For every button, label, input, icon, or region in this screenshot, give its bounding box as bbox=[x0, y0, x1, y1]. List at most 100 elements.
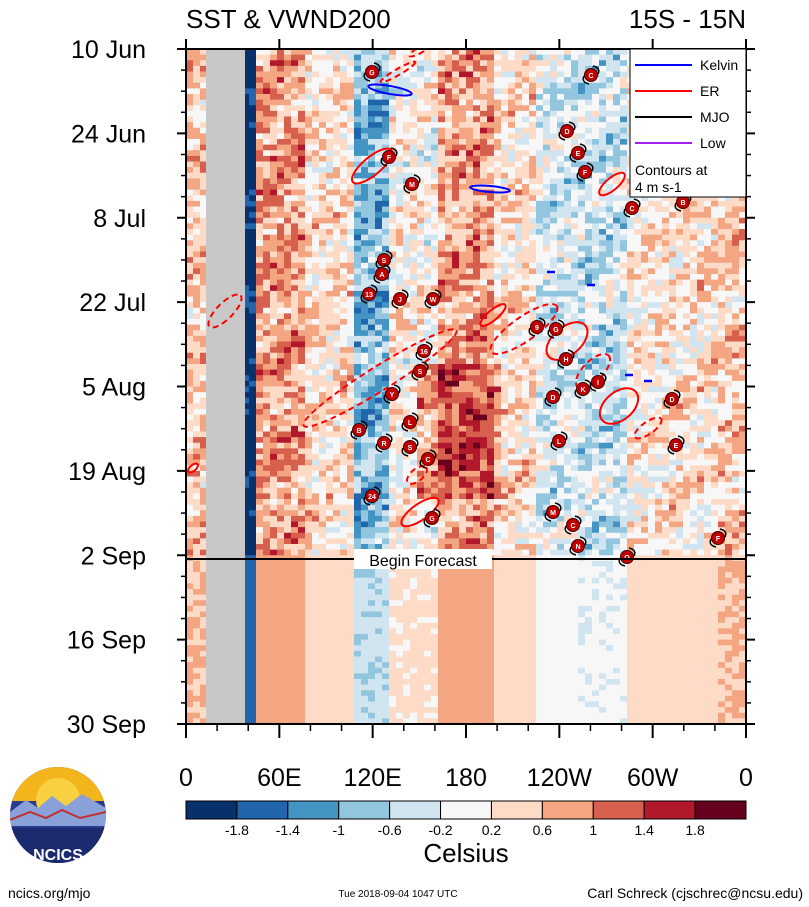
heat-cell bbox=[361, 583, 369, 590]
heat-cell bbox=[375, 482, 383, 489]
heat-cell bbox=[242, 178, 250, 185]
heat-cell bbox=[347, 155, 355, 163]
heat-cell bbox=[368, 335, 376, 343]
heat-cell bbox=[417, 504, 425, 511]
heat-cell bbox=[284, 628, 292, 635]
heat-cell bbox=[305, 60, 313, 67]
heat-cell bbox=[438, 504, 446, 511]
heat-cell bbox=[368, 718, 376, 724]
heat-cell bbox=[389, 71, 397, 78]
heat-cell bbox=[242, 594, 250, 601]
heat-cell bbox=[256, 251, 264, 258]
heat-cell bbox=[270, 431, 278, 438]
heat-cell bbox=[473, 94, 481, 101]
heat-cell bbox=[403, 718, 411, 724]
heat-cell bbox=[424, 690, 432, 697]
heat-cell bbox=[326, 499, 334, 506]
heat-cell bbox=[347, 330, 355, 337]
heat-cell bbox=[291, 212, 299, 219]
heat-cell bbox=[242, 605, 250, 613]
heat-cell bbox=[438, 82, 446, 89]
heat-cell bbox=[347, 116, 355, 123]
heat-cell bbox=[284, 650, 292, 658]
heat-cell bbox=[347, 493, 355, 500]
heat-cell bbox=[382, 510, 390, 517]
heat-cell bbox=[361, 639, 369, 646]
heat-cell bbox=[361, 184, 369, 191]
heat-cell bbox=[333, 251, 341, 258]
heat-cell bbox=[298, 549, 306, 556]
heat-cell bbox=[459, 178, 467, 185]
heat-cell bbox=[466, 420, 474, 427]
heat-cell bbox=[256, 639, 264, 646]
heat-cell bbox=[291, 127, 299, 134]
heat-cell bbox=[200, 684, 208, 691]
heat-cell bbox=[452, 94, 460, 101]
heat-cell bbox=[319, 628, 327, 635]
heat-cell bbox=[263, 229, 271, 236]
heat-cell bbox=[452, 482, 460, 489]
heat-cell bbox=[305, 403, 313, 410]
heat-cell bbox=[200, 189, 208, 196]
heat-cell bbox=[396, 240, 404, 247]
heat-cell bbox=[242, 397, 250, 404]
heat-cell bbox=[466, 71, 474, 78]
heat-cell bbox=[396, 425, 404, 433]
heat-cell bbox=[431, 178, 439, 185]
heat-cell bbox=[326, 577, 334, 584]
heat-cell bbox=[417, 178, 425, 185]
heat-cell bbox=[312, 330, 320, 337]
heat-cell bbox=[270, 493, 278, 500]
heat-cell bbox=[347, 82, 355, 89]
heat-cell bbox=[284, 122, 292, 129]
heat-cell bbox=[312, 54, 320, 61]
heat-cell bbox=[270, 420, 278, 427]
heat-cell bbox=[368, 622, 376, 629]
heat-cell bbox=[263, 212, 271, 219]
heat-cell bbox=[291, 611, 299, 618]
heat-cell bbox=[340, 515, 348, 523]
heat-cell bbox=[452, 347, 460, 354]
heat-cell bbox=[200, 712, 208, 719]
heat-cell bbox=[375, 313, 383, 320]
heat-cell bbox=[263, 442, 271, 449]
heat-cell bbox=[417, 403, 425, 410]
heat-cell bbox=[347, 206, 355, 213]
heat-cell bbox=[305, 499, 313, 506]
heat-cell bbox=[312, 302, 320, 309]
heat-cell bbox=[298, 532, 306, 539]
heat-cell bbox=[312, 718, 320, 724]
heat-cell bbox=[368, 178, 376, 185]
heat-cell bbox=[193, 313, 201, 320]
heat-cell bbox=[368, 189, 376, 196]
heat-cell bbox=[291, 634, 299, 641]
heat-cell bbox=[249, 178, 257, 185]
heat-cell bbox=[340, 701, 348, 708]
heat-cell bbox=[200, 622, 208, 629]
heat-cell bbox=[445, 465, 453, 472]
heat-cell bbox=[256, 110, 264, 118]
heat-cell bbox=[466, 459, 474, 466]
heat-cell bbox=[438, 184, 446, 191]
heat-cell bbox=[438, 352, 446, 359]
heat-cell bbox=[452, 206, 460, 213]
heat-cell bbox=[403, 645, 411, 652]
heat-cell bbox=[368, 200, 376, 208]
heat-cell bbox=[382, 499, 390, 506]
heat-cell bbox=[431, 617, 439, 624]
heat-cell bbox=[389, 257, 397, 264]
heat-cell bbox=[319, 189, 327, 196]
heat-cell bbox=[438, 718, 446, 724]
heat-cell bbox=[291, 662, 299, 669]
heat-cell bbox=[298, 403, 306, 410]
heat-cell bbox=[368, 707, 376, 714]
heat-cell bbox=[375, 409, 383, 416]
heat-cell bbox=[431, 155, 439, 163]
heat-cell bbox=[277, 358, 285, 365]
heat-cell bbox=[354, 679, 362, 686]
heat-cell bbox=[263, 161, 271, 168]
heat-cell bbox=[459, 88, 467, 95]
heat-cell bbox=[347, 77, 355, 84]
heat-cell bbox=[277, 195, 285, 202]
heat-cell bbox=[186, 549, 194, 556]
